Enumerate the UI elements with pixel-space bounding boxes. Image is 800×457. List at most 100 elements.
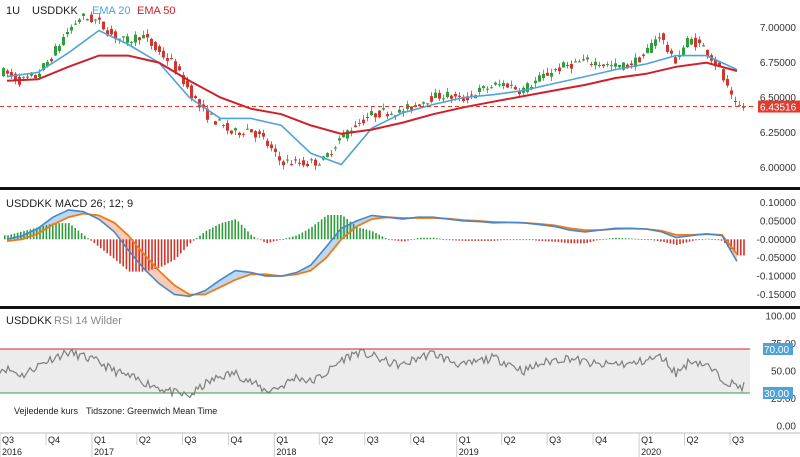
candle-body — [374, 113, 377, 118]
macd-histogram-bar — [544, 239, 547, 242]
macd-histogram-bar — [80, 233, 83, 240]
candle-body — [346, 130, 349, 139]
macd-histogram-bar — [420, 237, 422, 240]
macd-histogram-bar — [231, 220, 233, 240]
macd-histogram-bar — [522, 239, 524, 241]
candle-body — [310, 159, 313, 161]
interval-label[interactable]: 1U — [6, 5, 20, 17]
pane-separator-2[interactable] — [0, 306, 800, 309]
macd-histogram-bar — [215, 225, 217, 240]
macd-histogram-bar — [631, 238, 633, 240]
macd-histogram-bar — [461, 239, 464, 241]
macd-title[interactable]: USDDKK MACD 26; 12; 9 — [6, 198, 133, 210]
macd-histogram-bar — [228, 221, 230, 240]
candle-body — [518, 90, 521, 95]
macd-y-tick-label: -0.10000 — [757, 272, 797, 283]
candle-body — [642, 54, 645, 56]
candle-body — [106, 30, 109, 36]
macd-fill — [310, 246, 327, 271]
macd-histogram-bar — [624, 238, 627, 240]
macd-histogram-bar — [650, 239, 652, 241]
candlestick-series — [2, 11, 745, 171]
macd-histogram-bar — [298, 234, 300, 240]
candle-body — [526, 83, 529, 93]
price-y-tick-label: 6.25000 — [760, 128, 797, 139]
macd-histogram-bar — [548, 239, 550, 242]
macd-histogram-bar — [583, 239, 585, 244]
candle-body — [26, 76, 29, 78]
macd-histogram-bar — [458, 239, 460, 241]
macd-histogram-bar — [327, 215, 329, 240]
candle-body — [574, 61, 577, 63]
candle-body — [306, 163, 309, 167]
candle-body — [570, 63, 573, 69]
macd-histogram-bar — [695, 239, 697, 241]
macd-histogram-bar — [532, 239, 534, 241]
macd-histogram-bar — [103, 239, 105, 251]
rsi-band — [0, 349, 750, 393]
candle-body — [718, 62, 721, 67]
ema50-legend[interactable]: EMA 50 — [137, 5, 176, 17]
candle-body — [82, 13, 85, 16]
candle-body — [334, 147, 337, 149]
macd-histogram-bar — [679, 239, 681, 245]
macd-histogram-bar — [42, 225, 44, 240]
macd-histogram-bar — [186, 239, 188, 247]
quarter-label: Q2 — [139, 435, 151, 445]
macd-histogram-bar — [509, 239, 512, 241]
candle-body — [558, 67, 561, 72]
macd-histogram-bar — [599, 239, 601, 241]
macd-histogram-bar — [304, 230, 307, 240]
candle-body — [646, 47, 649, 54]
macd-histogram-bar — [359, 227, 361, 240]
macd-histogram-bar — [234, 219, 236, 240]
pane-separator-1[interactable] — [0, 187, 800, 190]
macd-histogram-bar — [644, 239, 646, 240]
macd-histogram-bar — [157, 239, 160, 268]
rsi-y-tick-label: 25.00 — [771, 394, 796, 405]
candle-body — [610, 65, 613, 67]
macd-histogram-bar — [282, 239, 284, 240]
macd-histogram-bar — [410, 239, 412, 241]
candle-body — [194, 96, 197, 99]
macd-histogram-bar — [535, 239, 537, 241]
candle-body — [270, 144, 273, 149]
ema20-legend[interactable]: EMA 20 — [92, 5, 131, 17]
rsi-title-study[interactable]: RSI 14 Wilder — [54, 315, 122, 327]
macd-histogram-bar — [314, 224, 316, 240]
rsi-series — [0, 348, 745, 399]
candle-body — [90, 14, 93, 23]
macd-histogram-bar — [685, 239, 688, 243]
macd-histogram-bar — [68, 223, 70, 240]
candle-body — [602, 64, 605, 67]
candle-body — [354, 125, 357, 128]
macd-histogram-bar — [4, 235, 6, 240]
macd-histogram-bar — [688, 239, 691, 242]
candle-body — [514, 86, 517, 90]
macd-histogram-bar — [196, 238, 198, 240]
macd-histogram-bar — [455, 239, 457, 241]
candle-body — [22, 76, 25, 78]
macd-histogram-bar — [634, 238, 636, 240]
candle-body — [174, 61, 177, 72]
macd-histogram-bar — [711, 239, 713, 241]
macd-histogram-bar — [682, 239, 684, 244]
candle-body — [182, 75, 185, 85]
macd-histogram-bar — [592, 239, 595, 242]
macd-histogram-bar — [202, 233, 204, 240]
quarter-label: Q4 — [413, 435, 425, 445]
macd-histogram-bar — [567, 239, 569, 244]
candle-body — [578, 61, 581, 63]
candle-body — [458, 95, 461, 97]
candle-body — [190, 85, 193, 99]
macd-histogram-bar — [528, 239, 531, 241]
candle-body — [226, 123, 229, 131]
ema20-line — [6, 29, 738, 166]
macd-histogram-bar — [516, 239, 518, 241]
candle-body — [742, 106, 745, 108]
macd-histogram-bar — [384, 238, 387, 240]
macd-histogram-bar — [100, 239, 102, 249]
macd-histogram-bar — [429, 237, 432, 240]
candle-body — [50, 58, 53, 62]
macd-histogram-bar — [378, 234, 380, 240]
